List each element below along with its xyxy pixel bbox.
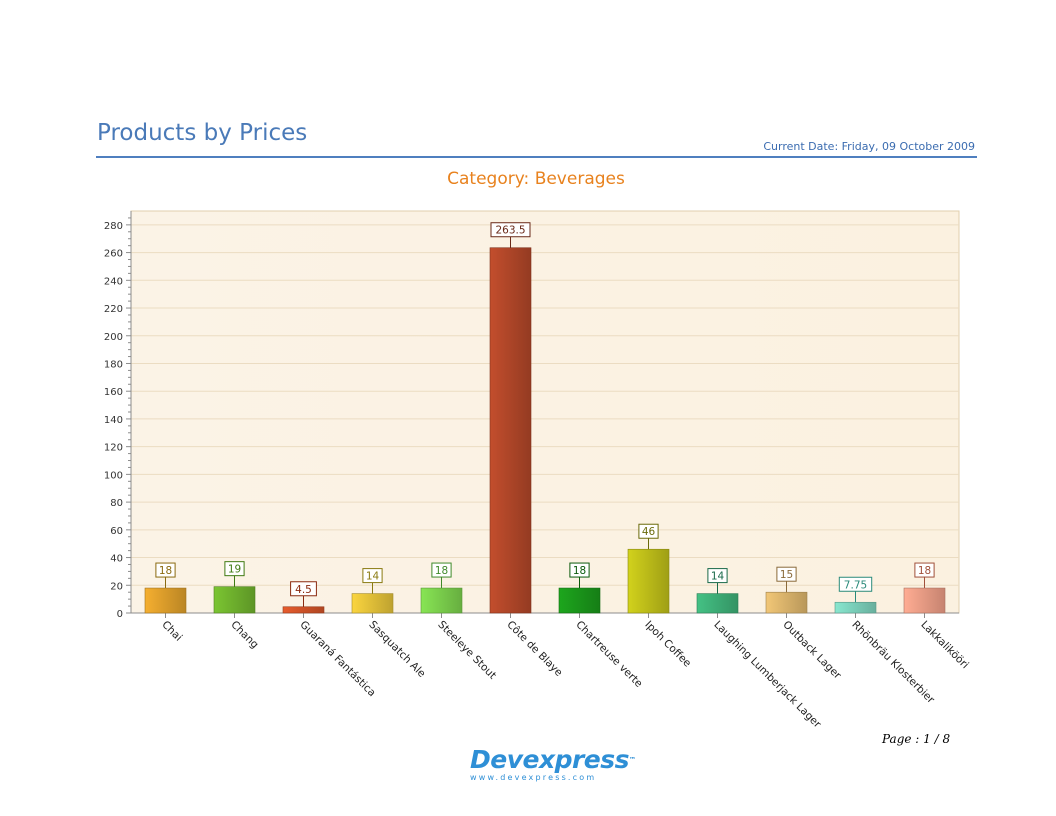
bar [696,593,739,614]
data-label: 4.5 [295,584,312,596]
bar [558,587,601,614]
y-tick-label: 260 [104,249,123,260]
logo-wordmark: Devexpress™ [470,745,636,774]
data-label: 14 [366,571,380,583]
data-label-box [155,562,176,578]
y-tick-label: 120 [104,443,123,454]
bars: 18 19 4.5 14 18 263.5 18 46 14 15 7.75 18 [144,222,946,614]
data-label: 18 [573,565,586,577]
y-tick-label: 240 [104,276,123,287]
bar [765,591,808,614]
data-label-box [290,581,317,597]
data-label: 7.75 [844,579,867,591]
header-divider [96,156,977,158]
gridlines [131,224,959,586]
x-tick-label: Outback Lager [780,619,843,682]
bar [351,593,394,614]
bar [282,606,325,614]
y-tick-label: 200 [104,332,123,343]
report-title: Products by Prices [97,120,308,146]
x-tick-label: Lakkalikööri [918,619,971,672]
data-label-box [776,566,797,582]
y-tick-label: 160 [104,387,123,398]
y-tick-label: 40 [110,554,123,565]
data-label: 18 [435,565,448,577]
data-label-box [569,562,590,578]
y-tick-label: 220 [104,304,123,315]
data-label: 15 [780,569,793,581]
x-tick-label: Chartreuse verte [573,619,644,690]
bar [834,601,877,614]
x-tick-label: Steeleye Stout [435,619,498,682]
bar [420,587,463,614]
logo-url: www.devexpress.com [470,773,597,782]
x-tick-label: Sasquatch Ale [366,619,427,680]
x-tick-label: Ipoh Coffee [642,619,693,670]
bar [144,587,187,614]
devexpress-logo: Devexpress™ www.devexpress.com [470,745,636,788]
data-label: 263.5 [495,225,525,237]
y-tick-label: 0 [117,609,123,620]
data-label-box [431,562,452,578]
current-date-value: Friday, 09 October 2009 [841,140,975,153]
current-date-label: Current Date: [763,140,839,153]
x-tick-label: Chai [159,619,184,644]
data-label-box [490,222,531,238]
y-tick-label: 280 [104,221,123,232]
data-label-box [914,562,935,578]
data-label: 18 [159,565,172,577]
y-tick-label: 60 [110,526,123,537]
current-date: Current Date: Friday, 09 October 2009 [763,140,975,153]
data-label-box [638,523,659,539]
x-tick-label: Chang [228,619,260,651]
plot-area [130,210,960,614]
chart-title: Category: Beverages [447,169,625,189]
data-label-box [838,576,873,592]
y-tick-label: 80 [110,498,123,509]
y-tick-label: 100 [104,470,123,481]
y-tick-label: 140 [104,415,123,426]
data-label: 46 [642,526,656,538]
y-tick-label: 20 [110,581,123,592]
x-tick-label: Côte de Blaye [504,619,564,679]
data-label: 14 [711,571,725,583]
y-tick-label: 180 [104,359,123,370]
data-label-box [362,568,383,584]
data-label: 19 [228,564,241,576]
x-tick-label: Guaraná Fantástica [297,619,377,699]
data-label-box [707,568,728,584]
data-label: 18 [918,565,931,577]
data-label-box [224,561,245,577]
bar [213,586,256,614]
bar [489,247,532,614]
bar [627,548,670,614]
bar [903,587,946,614]
page-number: Page : 1 / 8 [882,732,951,746]
y-axis: 0 20 40 60 80 100 120 140 160 180 200 220 240 260 280 [104,211,959,620]
